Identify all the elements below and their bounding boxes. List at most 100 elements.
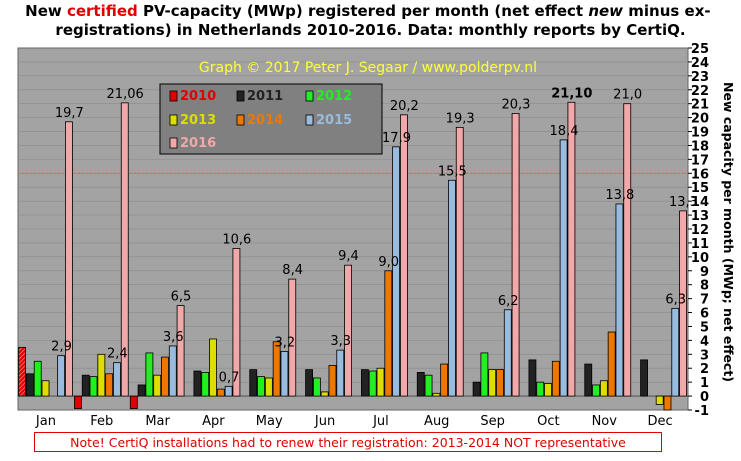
bar-2013-nov [599,380,608,397]
data-label: 6,5 [171,290,192,305]
bar-2014-jun [328,365,337,397]
y-tick-label: 12 [691,223,709,238]
data-label: 20,2 [390,99,419,114]
y-tick-label: 8 [700,279,709,294]
bar-2015-aug [448,179,456,397]
y-tick-label: 10 [691,251,709,266]
bar-2016-mar [176,305,185,397]
bar-2011-may [249,369,258,397]
bar-2013-feb [97,353,106,397]
bar-2010-jan [18,346,27,397]
bar-2014-sep [496,369,504,397]
bar-2015-mar [168,345,177,397]
bar-2011-mar [137,384,146,397]
bar-2014-oct [551,360,560,397]
x-tick-label: Sep [480,414,505,429]
x-tick-label: May [256,414,283,429]
title-part: minus ex- [623,2,711,20]
y-tick-label: 5 [700,320,709,335]
bar-2011-jan [26,373,34,397]
title-line2: registrations) in Netherlands 2010-2016.… [55,21,686,39]
bar-2013-oct [544,383,552,397]
bar-2015-jul [392,146,401,397]
bar-2014-jul [384,270,393,397]
y-tick-label: 14 [691,195,709,210]
bar-2012-jan [33,360,42,397]
y-tick-label: 9 [700,265,709,280]
y-tick-label: 16 [691,167,709,182]
data-label: 20,3 [502,97,531,112]
y-tick-label: 4 [700,334,709,349]
x-tick-label: Jun [314,414,335,429]
legend-label-2012: 2012 [316,89,352,104]
x-tick-label: Feb [90,414,113,429]
legend-swatch-2011 [236,90,245,102]
legend-swatch-2014 [236,114,245,126]
x-tick-label: Apr [202,414,225,429]
bar-2013-sep [488,369,497,397]
data-label: 17,9 [382,131,411,146]
bar-2012-mar [145,352,154,397]
x-tick-label: Aug [424,414,449,429]
x-tick-label: Dec [648,414,673,429]
legend-swatch-2015 [305,114,314,126]
bar-2016-oct [567,101,576,397]
y-tick-label: 3 [700,348,709,363]
x-tick-label: Mar [145,414,170,429]
data-label: 21,10 [551,86,592,101]
data-label: 18,4 [550,124,579,139]
bar-2014-feb [105,373,114,397]
y-axis-title: New capacity per month (MWp; net effect) [721,82,736,382]
bar-2015-sep [503,309,512,397]
legend-label-2014: 2014 [247,113,283,128]
data-label: 13,3 [669,195,698,210]
bar-2013-aug [432,392,441,397]
chart-title: New certified PV-capacity (MWp) register… [0,2,741,40]
bar-2016-sep [511,113,520,397]
bar-2011-oct [528,359,537,397]
watermark-text: Graph © 2017 Peter J. Segaar / www.polde… [199,60,537,76]
legend-label-2015: 2015 [316,113,352,128]
y-tick-label: 17 [691,153,709,168]
data-label: 21,06 [107,87,144,102]
data-label: 2,4 [107,347,128,362]
bar-2011-dec [640,359,648,397]
legend-swatch-2010 [169,90,178,102]
x-tick-label: Nov [592,414,618,429]
bar-2012-jun [312,377,321,397]
bar-2012-may [257,376,265,397]
y-tick-label: 20 [691,112,709,127]
data-label: 8,4 [282,263,303,278]
bar-2015-apr [224,385,233,397]
bar-2016-jan [65,121,73,397]
data-label: 6,2 [498,294,519,309]
bar-2016-jul [400,114,408,397]
y-tick-label: 0 [700,390,709,405]
bar-2013-dec [655,395,664,405]
legend-swatch-2013 [169,114,178,126]
legend-label-2010: 2010 [180,89,216,104]
y-tick-label: 15 [691,181,709,196]
data-label: 2,9 [51,340,72,355]
data-label: 0,7 [219,370,240,385]
data-label: 10,6 [222,232,251,247]
bar-2016-aug [455,126,464,397]
bar-2012-apr [201,372,210,397]
bar-2014-dec [663,395,672,411]
y-tick-label: 7 [700,293,709,308]
bar-2016-apr [232,248,241,397]
bar-2015-feb [113,362,121,397]
bar-2011-jun [305,369,313,397]
bar-2014-mar [161,356,169,397]
title-certified: certified [66,2,138,20]
legend-label-2016: 2016 [180,136,216,151]
x-tick-label: Oct [537,414,559,429]
legend-box [159,83,383,155]
y-tick-label: 18 [691,139,709,154]
bar-2014-may [272,341,281,397]
legend-swatch-2016 [169,137,178,149]
bar-2010-mar [129,395,138,410]
bar-2012-sep [480,352,489,397]
title-part: New [25,2,67,20]
bar-2014-nov [607,331,616,397]
